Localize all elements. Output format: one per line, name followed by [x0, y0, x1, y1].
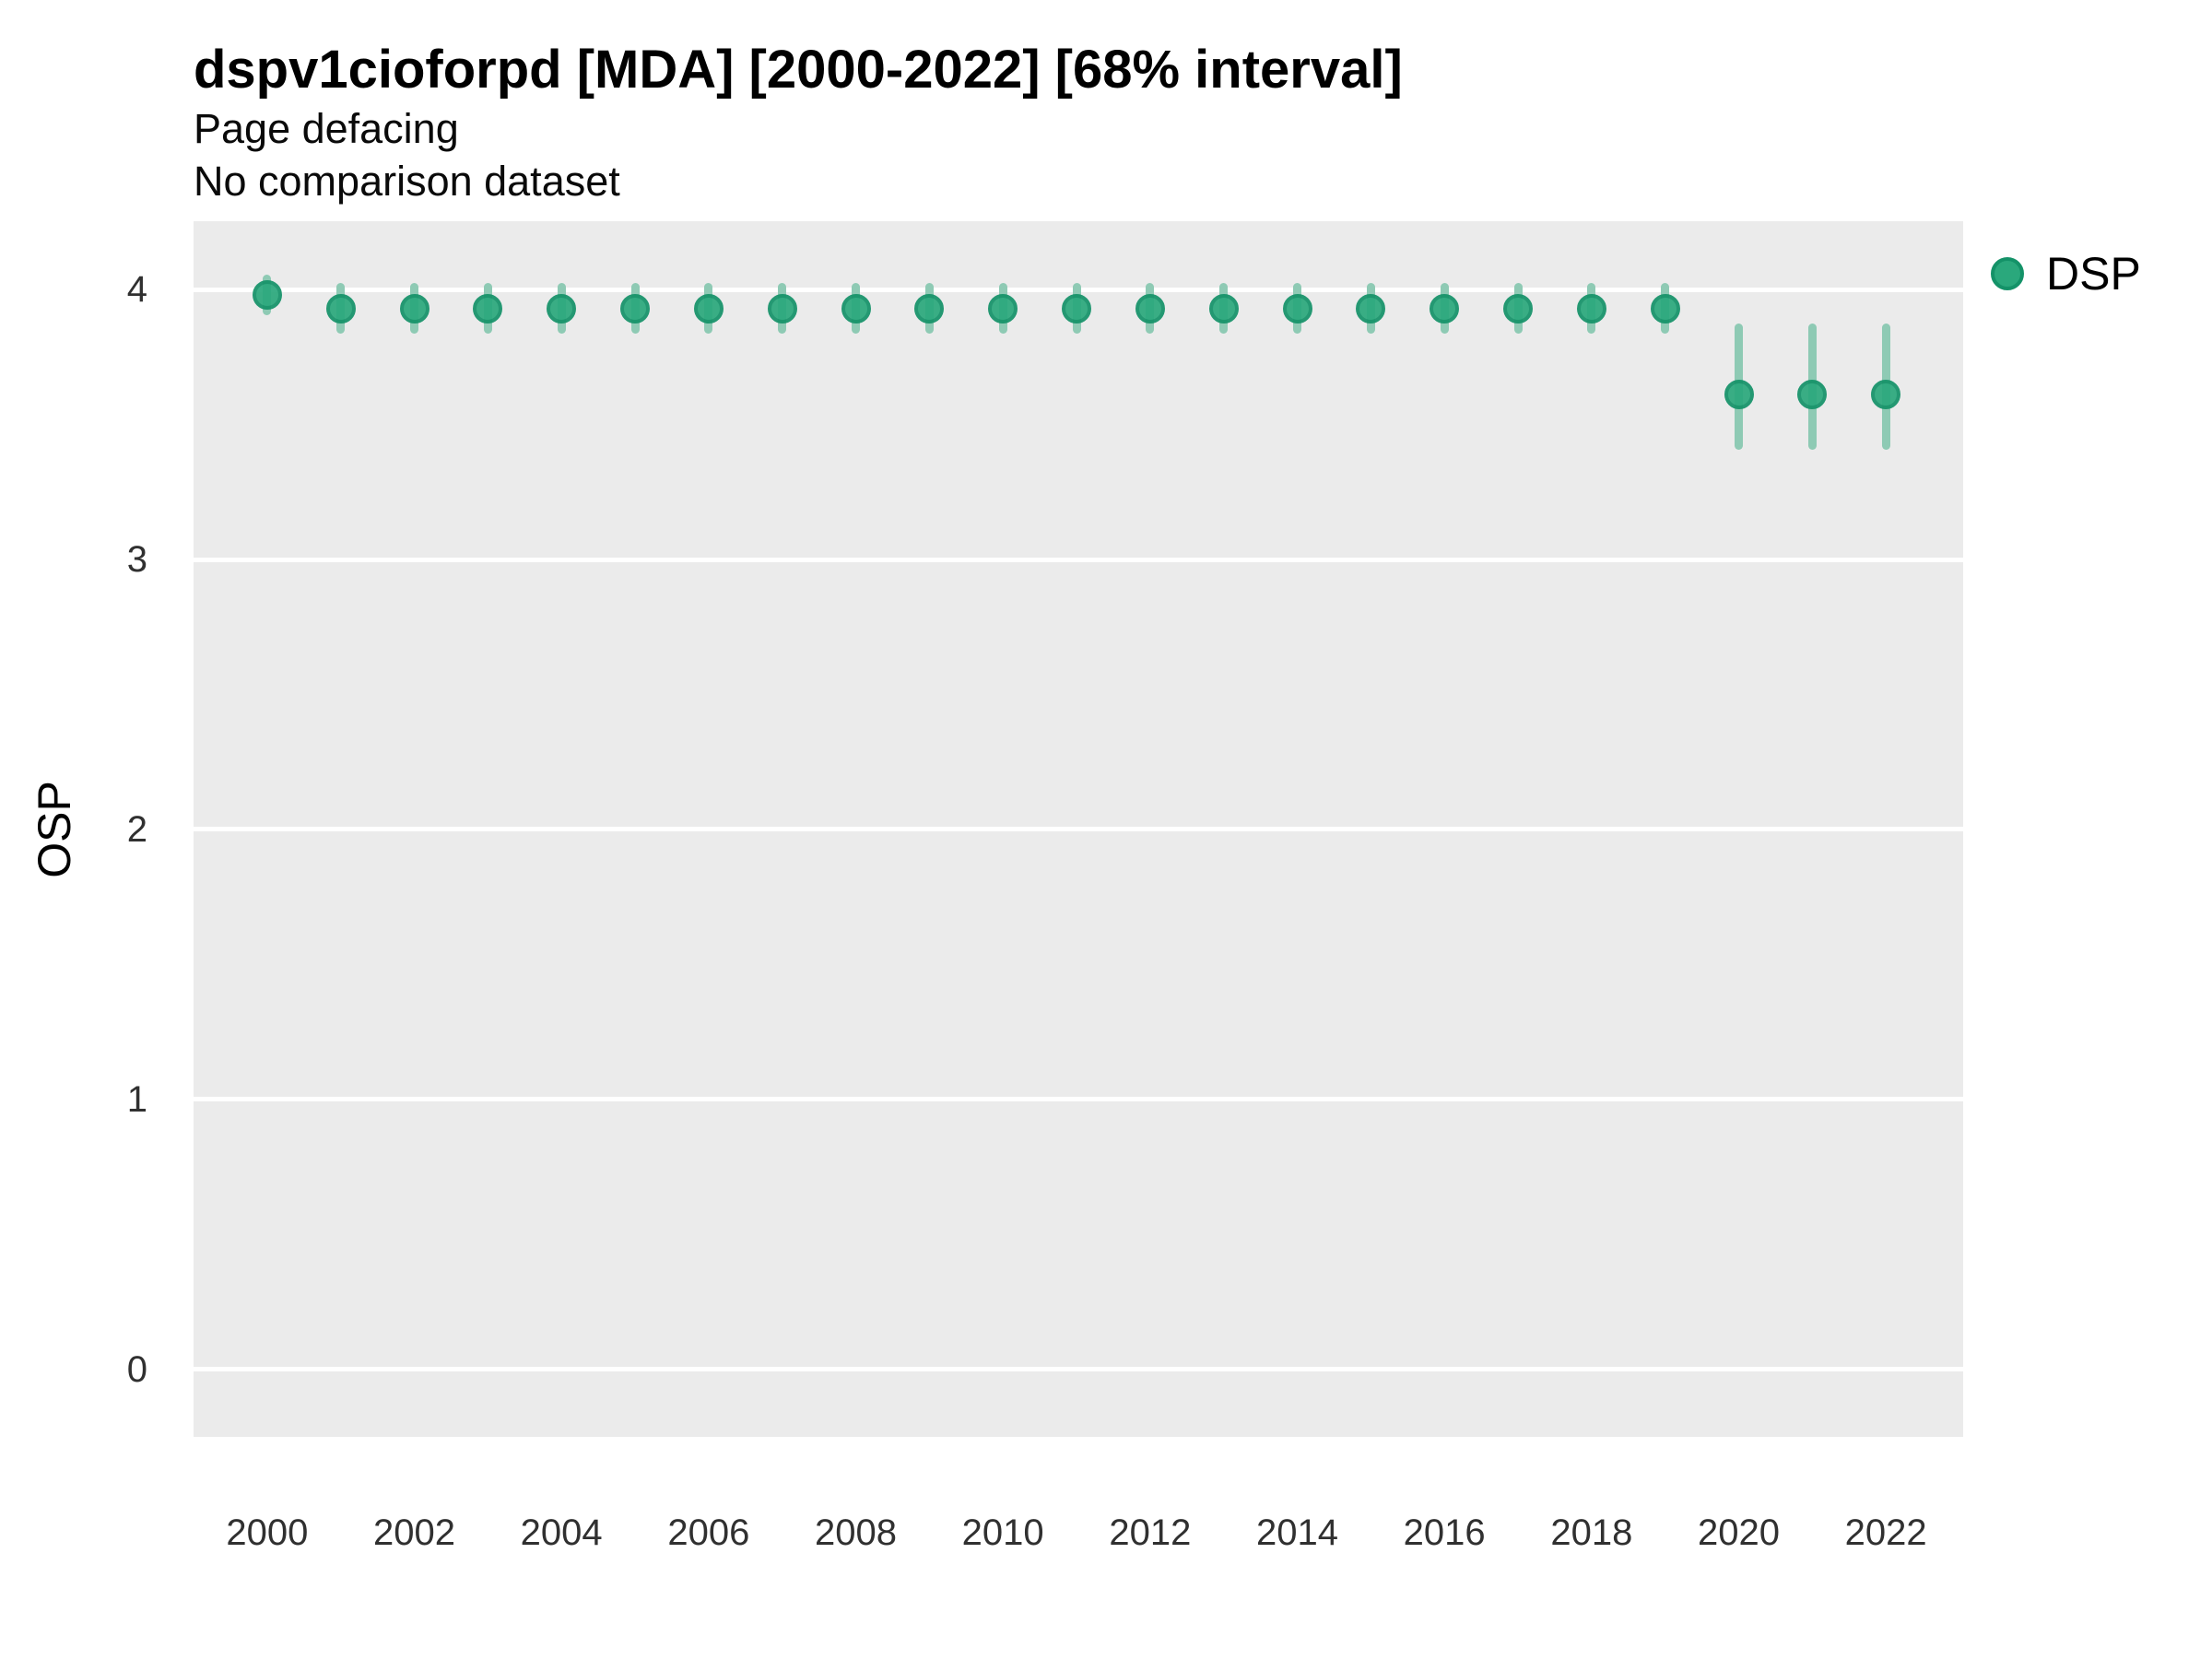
data-point-2013: [1208, 293, 1239, 324]
y-tick-label-1: 1: [126, 1078, 147, 1120]
data-point-2020: [1724, 380, 1754, 410]
y-tick-label-4: 4: [126, 269, 147, 311]
data-point-2001: [325, 293, 356, 324]
data-point-2005: [620, 293, 650, 324]
gridline-y-2: [194, 827, 1963, 832]
chart-subtitle-line1: Page defacing: [194, 105, 459, 152]
chart-subtitle-line2: No comparison dataset: [194, 158, 620, 205]
gridline-y-0: [194, 1367, 1963, 1372]
data-point-2021: [1797, 380, 1828, 410]
data-point-2019: [1650, 293, 1680, 324]
data-point-2015: [1356, 293, 1386, 324]
data-point-2017: [1503, 293, 1533, 324]
x-tick-label-2014: 2014: [1256, 1512, 1338, 1553]
data-point-2010: [988, 293, 1018, 324]
legend-item-label: DSP: [2046, 248, 2141, 300]
data-point-2008: [841, 293, 871, 324]
gridline-y-3: [194, 557, 1963, 562]
gridline-y-1: [194, 1097, 1963, 1102]
x-tick-label-2022: 2022: [1844, 1512, 1927, 1553]
data-point-2022: [1871, 380, 1901, 410]
x-tick-label-2016: 2016: [1403, 1512, 1486, 1553]
data-point-2012: [1135, 293, 1165, 324]
data-point-2000: [252, 279, 282, 310]
chart-title: dspv1cioforpd [MDA] [2000-2022] [68% int…: [194, 40, 1403, 100]
legend: DSP: [1991, 247, 2141, 300]
data-point-2007: [767, 293, 797, 324]
x-tick-label-2012: 2012: [1109, 1512, 1192, 1553]
x-tick-label-2008: 2008: [815, 1512, 897, 1553]
data-point-2011: [1062, 293, 1091, 324]
data-point-2003: [473, 293, 503, 324]
data-point-2004: [547, 293, 577, 324]
x-tick-label-2000: 2000: [226, 1512, 309, 1553]
data-point-2014: [1282, 293, 1312, 324]
x-tick-label-2018: 2018: [1550, 1512, 1633, 1553]
y-tick-label-2: 2: [126, 808, 147, 850]
x-tick-label-2020: 2020: [1698, 1512, 1780, 1553]
y-tick-label-3: 3: [126, 539, 147, 581]
data-point-2016: [1430, 293, 1460, 324]
plot-panel: [194, 221, 1963, 1437]
x-tick-label-2006: 2006: [667, 1512, 750, 1553]
legend-point-icon: [1991, 257, 2024, 290]
x-tick-label-2004: 2004: [520, 1512, 603, 1553]
data-point-2006: [693, 293, 724, 324]
data-point-2009: [914, 293, 945, 324]
y-tick-label-0: 0: [126, 1348, 147, 1390]
x-tick-label-2002: 2002: [373, 1512, 455, 1553]
data-point-2018: [1576, 293, 1606, 324]
x-tick-label-2010: 2010: [961, 1512, 1044, 1553]
data-point-2002: [399, 293, 429, 324]
